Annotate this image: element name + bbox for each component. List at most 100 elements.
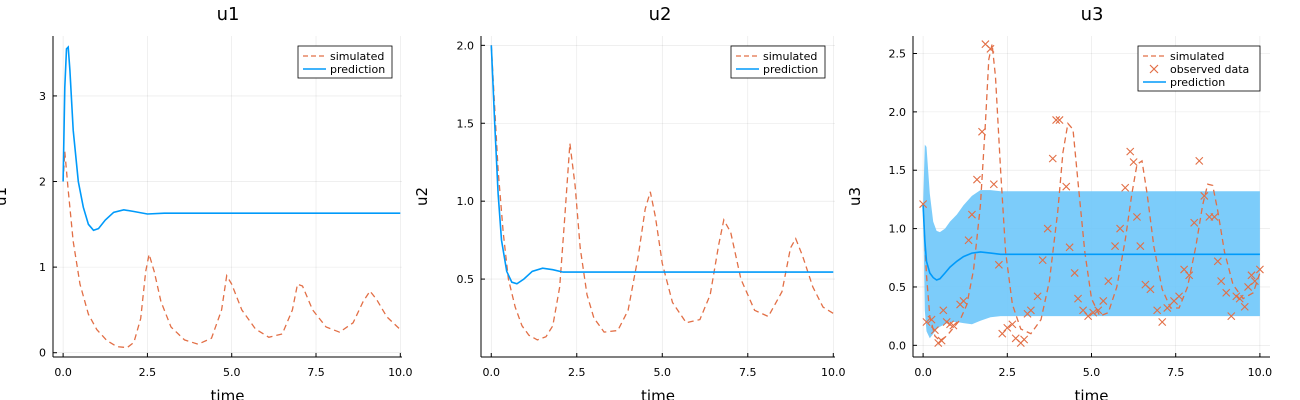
series-simulated-line bbox=[62, 151, 401, 349]
observed-data-point bbox=[1094, 306, 1103, 315]
observed-data-point bbox=[1153, 306, 1162, 315]
x-tick-label: 5.0 bbox=[223, 366, 241, 379]
y-tick-label: 3 bbox=[39, 90, 46, 103]
observed-data-point bbox=[1099, 296, 1108, 305]
observed-data-point bbox=[1020, 335, 1029, 344]
panel-u3: 0.0 2.5 5.0 7.5 10.0 0.0 0.5 1.0 1.5 2.0 2.5 u3 time… bbox=[846, 4, 1272, 400]
observed-data-point bbox=[1180, 265, 1189, 274]
observed-data-point bbox=[1255, 265, 1264, 274]
series-layer bbox=[62, 45, 401, 349]
y-tick-label: 2.0 bbox=[457, 39, 475, 52]
y-axis-label: u3 bbox=[846, 187, 864, 206]
series-prediction-line bbox=[922, 205, 1260, 281]
series-layer bbox=[919, 40, 1264, 347]
observed-data-point bbox=[1175, 292, 1184, 301]
observed-data-point bbox=[930, 326, 939, 335]
x-tick-label: 10.0 bbox=[388, 366, 413, 379]
x-axis-label: time bbox=[1075, 387, 1109, 400]
observed-data-point bbox=[1084, 312, 1093, 321]
observed-data-point bbox=[967, 210, 976, 219]
x-tick-label: 10.0 bbox=[1248, 366, 1273, 379]
observed-data-point bbox=[1089, 308, 1098, 317]
legend-label: prediction bbox=[763, 63, 818, 76]
observed-data-point bbox=[1121, 183, 1130, 192]
y-tick-label: 0.5 bbox=[889, 281, 907, 294]
observed-data-point bbox=[1146, 285, 1155, 294]
series-simulated-line bbox=[490, 45, 834, 341]
x-tick-label: 0.0 bbox=[914, 366, 932, 379]
y-tick-label: 0 bbox=[39, 347, 46, 360]
observed-data-point bbox=[1026, 306, 1035, 315]
observed-data-point bbox=[1052, 116, 1061, 125]
observed-data-point bbox=[922, 317, 931, 326]
observed-data-point bbox=[1158, 317, 1167, 326]
observed-data-point bbox=[942, 317, 951, 326]
legend-label: observed data bbox=[1170, 63, 1249, 76]
x-axis-label: time bbox=[211, 387, 245, 400]
observed-data-point bbox=[934, 339, 943, 347]
observed-data-point bbox=[1104, 277, 1113, 286]
observed-data-point bbox=[989, 180, 998, 189]
observed-data-point bbox=[964, 236, 973, 245]
chart-title: u3 bbox=[1081, 4, 1104, 25]
observed-data-point bbox=[1244, 282, 1253, 291]
x-tick-label: 7.5 bbox=[1167, 366, 1185, 379]
observed-data-point bbox=[937, 336, 946, 345]
x-tick-label: 2.5 bbox=[999, 366, 1017, 379]
y-tick-label: 1.0 bbox=[457, 195, 475, 208]
observed-data-point bbox=[1003, 323, 1012, 332]
observed-data-point bbox=[1126, 147, 1135, 156]
x-tick-label: 2.5 bbox=[568, 366, 586, 379]
y-axis-label: u1 bbox=[0, 187, 10, 206]
legend-box bbox=[297, 45, 393, 79]
y-tick-label: 1 bbox=[39, 261, 46, 274]
observed-data-point bbox=[959, 296, 968, 305]
observed-data-point bbox=[919, 200, 928, 209]
observed-data-point bbox=[1038, 256, 1047, 265]
observed-data-point bbox=[1163, 303, 1172, 312]
x-tick-label: 0.0 bbox=[483, 366, 501, 379]
observed-data-point bbox=[1235, 294, 1244, 303]
legend-label: simulated bbox=[1170, 50, 1224, 63]
observed-data-point bbox=[939, 306, 948, 315]
observed-data-point bbox=[1111, 242, 1120, 251]
observed-data-point bbox=[927, 315, 936, 324]
x-tick-label: 0.0 bbox=[54, 366, 72, 379]
x-tick-label: 2.5 bbox=[139, 366, 157, 379]
legend-box bbox=[730, 45, 826, 79]
legend-label: prediction bbox=[1170, 76, 1225, 89]
y-tick-label: 2.5 bbox=[889, 48, 907, 61]
observed-data-point bbox=[1129, 158, 1138, 167]
observed-data-point bbox=[1222, 288, 1231, 297]
y-tick-label: 2 bbox=[39, 176, 46, 189]
observed-data-point bbox=[1132, 212, 1141, 221]
observed-data-point bbox=[1200, 191, 1209, 200]
chart-title: u1 bbox=[217, 4, 240, 25]
observed-data-point bbox=[1074, 294, 1083, 303]
x-tick-label: 10.0 bbox=[821, 366, 846, 379]
legend-label: simulated bbox=[330, 50, 384, 63]
legend-label: prediction bbox=[330, 63, 385, 76]
observed-data-point bbox=[973, 175, 981, 184]
observed-data-point bbox=[1240, 302, 1249, 311]
y-tick-label: 1.0 bbox=[889, 223, 907, 236]
observed-data-point bbox=[1070, 268, 1079, 277]
y-axis-label: u2 bbox=[413, 187, 431, 206]
y-tick-label: 0.5 bbox=[457, 273, 475, 286]
series-prediction-line bbox=[490, 45, 834, 285]
observed-data-point bbox=[1217, 277, 1226, 286]
observed-data-point bbox=[1250, 277, 1259, 286]
y-tick-label: 1.5 bbox=[457, 117, 475, 130]
observed-data-point bbox=[1185, 271, 1194, 280]
observed-data-point bbox=[1136, 242, 1145, 251]
observed-data-point bbox=[1116, 224, 1125, 233]
series-simulated-line bbox=[922, 44, 1261, 342]
y-tick-label: 1.5 bbox=[889, 164, 907, 177]
observed-data-point bbox=[1062, 182, 1071, 191]
x-axis-label: time bbox=[641, 387, 675, 400]
legend-label: simulated bbox=[763, 50, 817, 63]
x-tick-label: 7.5 bbox=[739, 366, 757, 379]
series-layer bbox=[490, 45, 834, 341]
